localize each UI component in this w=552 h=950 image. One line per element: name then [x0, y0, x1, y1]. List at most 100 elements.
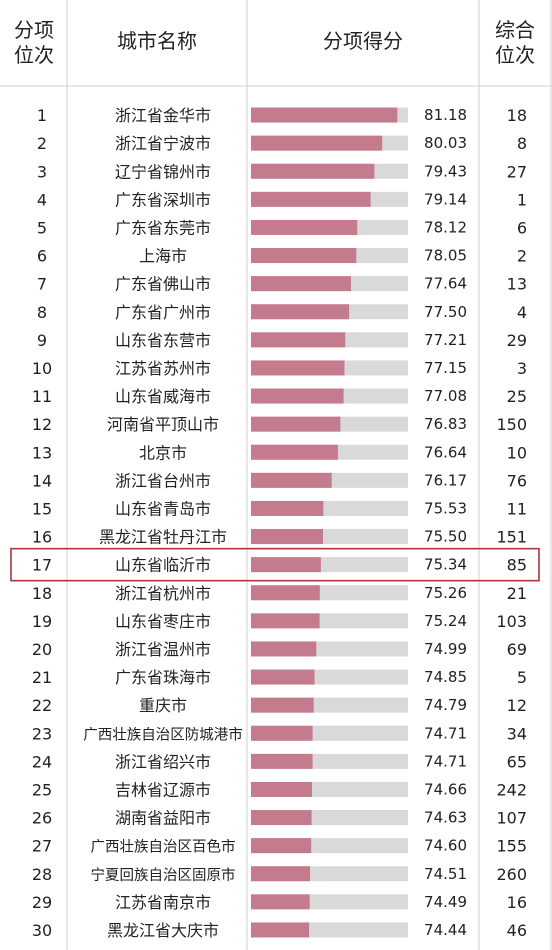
table-row: 2 浙江省宁波市 80.03 8: [37, 134, 527, 153]
city-cell: 黑龙江省牡丹江市: [99, 528, 227, 547]
table-row: 23 广西壮族自治区防城港市 74.71 34: [32, 724, 527, 743]
overall-rank-cell: 34: [507, 724, 527, 743]
table-row: 25 吉林省辽源市 74.66 242: [32, 780, 527, 799]
score-value: 76.17: [424, 471, 467, 489]
city-cell: 广东省佛山市: [115, 275, 211, 294]
score-value: 75.53: [424, 499, 467, 517]
score-bar: [251, 641, 317, 657]
rank-cell: 16: [32, 528, 52, 547]
city-cell: 广东省东莞市: [115, 218, 211, 237]
rank-cell: 13: [32, 443, 52, 462]
table-row: 20 浙江省温州市 74.99 69: [32, 640, 527, 659]
score-bar: [251, 866, 310, 882]
city-cell: 重庆市: [139, 696, 187, 715]
table-row: 30 黑龙江省大庆市 74.44 46: [32, 921, 527, 940]
table-row: 16 黑龙江省牡丹江市 75.50 151: [32, 528, 527, 547]
rank-cell: 5: [37, 218, 47, 237]
rank-cell: 7: [37, 275, 47, 294]
score-bar: [251, 332, 346, 348]
score-value: 75.24: [424, 612, 467, 630]
table-row: 4 广东省深圳市 79.14 1: [37, 190, 527, 209]
city-cell: 江苏省苏州市: [115, 359, 211, 378]
table-row: 6 上海市 78.05 2: [37, 247, 527, 266]
table-row: 24 浙江省绍兴市 74.71 65: [32, 752, 527, 771]
score-value: 80.03: [424, 134, 467, 152]
score-value: 74.85: [424, 668, 467, 686]
score-value: 78.05: [424, 247, 467, 265]
header-rank-line1: 分项: [14, 18, 54, 42]
city-cell: 广东省珠海市: [115, 668, 211, 687]
table-row: 11 山东省威海市 77.08 25: [32, 387, 527, 406]
city-cell: 浙江省杭州市: [115, 584, 211, 603]
rank-cell: 4: [37, 190, 47, 209]
city-cell: 山东省青岛市: [115, 499, 211, 518]
score-value: 74.79: [424, 696, 467, 714]
rank-cell: 18: [32, 584, 52, 603]
overall-rank-cell: 260: [496, 865, 527, 884]
highlight-layer: [10, 547, 540, 582]
overall-rank-cell: 13: [507, 275, 527, 294]
table-body: 1 浙江省金华市 81.18 182 浙江省宁波市 80.03 83 辽宁省锦州市 79.43 2…: [32, 106, 527, 940]
header-overall-line2: 位次: [495, 43, 535, 67]
score-bar: [251, 810, 312, 826]
rank-cell: 27: [32, 837, 52, 856]
score-bar: [251, 388, 344, 404]
score-bar: [251, 360, 345, 376]
score-value: 74.44: [424, 921, 467, 939]
rank-cell: 15: [32, 499, 52, 518]
score-bar: [251, 669, 315, 685]
score-value: 77.50: [424, 303, 467, 321]
score-bar: [251, 922, 310, 938]
rank-cell: 26: [32, 809, 52, 828]
score-value: 75.26: [424, 584, 467, 602]
rank-cell: 6: [37, 247, 47, 266]
rank-cell: 14: [32, 471, 52, 490]
score-bar: [251, 838, 312, 854]
rank-cell: 30: [32, 921, 52, 940]
header-overall-line1: 综合: [495, 18, 535, 42]
score-bar: [251, 304, 350, 320]
city-cell: 上海市: [139, 247, 187, 266]
rank-cell: 17: [32, 556, 52, 575]
table-row: 18 浙江省杭州市 75.26 21: [32, 584, 527, 603]
score-value: 74.71: [424, 752, 467, 770]
score-bar: [251, 248, 357, 264]
rank-cell: 2: [37, 134, 47, 153]
table-row: 28 宁夏回族自治区固原市 74.51 260: [32, 865, 527, 884]
score-value: 78.12: [424, 218, 467, 236]
overall-rank-cell: 151: [496, 528, 527, 547]
score-value: 74.49: [424, 893, 467, 911]
city-cell: 广东省广州市: [115, 303, 211, 322]
city-cell: 山东省枣庄市: [115, 612, 211, 631]
city-cell: 浙江省台州市: [115, 471, 211, 490]
table-row: 19 山东省枣庄市 75.24 103: [32, 612, 527, 631]
overall-rank-cell: 2: [517, 247, 527, 266]
overall-rank-cell: 8: [517, 134, 527, 153]
rank-cell: 29: [32, 893, 52, 912]
city-cell: 山东省临沂市: [115, 556, 211, 575]
overall-rank-cell: 69: [507, 640, 527, 659]
rank-cell: 3: [37, 162, 47, 181]
city-cell: 浙江省绍兴市: [115, 752, 211, 771]
rank-cell: 23: [32, 724, 52, 743]
table-row: 9 山东省东营市 77.21 29: [37, 331, 527, 350]
score-bar: [251, 697, 314, 713]
overall-rank-cell: 21: [507, 584, 527, 603]
overall-rank-cell: 11: [507, 499, 527, 518]
overall-rank-cell: 3: [517, 359, 527, 378]
city-cell: 江苏省南京市: [115, 893, 211, 912]
score-value: 74.60: [424, 837, 467, 855]
score-value: 76.83: [424, 415, 467, 433]
score-bar: [251, 781, 312, 797]
table-row: 29 江苏省南京市 74.49 16: [32, 893, 527, 912]
table-row: 3 辽宁省锦州市 79.43 27: [37, 162, 527, 181]
score-bar: [251, 500, 324, 516]
score-value: 74.63: [424, 809, 467, 827]
score-value: 75.50: [424, 528, 467, 546]
overall-rank-cell: 155: [496, 837, 527, 856]
table-row: 10 江苏省苏州市 77.15 3: [32, 359, 527, 378]
overall-rank-cell: 29: [507, 331, 527, 350]
table-header: 分项 位次 城市名称 分项得分 综合 位次: [14, 18, 535, 67]
highlight-row-border: [10, 547, 540, 582]
